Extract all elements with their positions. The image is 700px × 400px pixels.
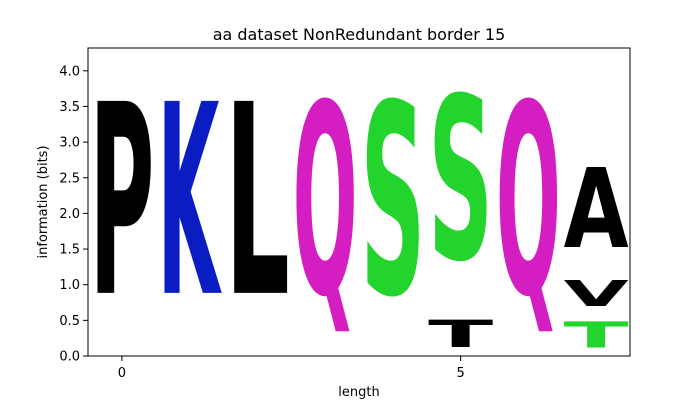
- chart-title: aa dataset NonRedundant border 15: [213, 25, 506, 44]
- y-tick-label: 4.0: [59, 64, 80, 79]
- plot-frame: [87, 47, 631, 357]
- y-tick-label: 0.0: [59, 350, 80, 365]
- x-tick-label: 5: [456, 366, 464, 381]
- y-tick-label: 3.5: [59, 100, 80, 115]
- logo-letter-q-pos6: Q: [496, 48, 561, 355]
- x-tick-label: 0: [118, 366, 126, 381]
- logo-letter-t-pos5: T: [428, 313, 494, 357]
- logo-letter-k-pos1: K: [157, 48, 222, 355]
- logo-letter-l-pos2: L: [225, 50, 290, 356]
- logo-letter-p-pos0: P: [89, 50, 154, 356]
- logo-letter-s-pos5: S: [428, 51, 493, 312]
- y-tick-label: 2.0: [59, 207, 80, 222]
- y-tick-label: 2.5: [59, 171, 80, 186]
- x-axis-label: length: [338, 385, 379, 400]
- y-tick-label: 1.0: [59, 278, 80, 293]
- letter-stack-layer: P K L Q S TS Q TVA: [89, 48, 629, 356]
- logo-letter-q-pos3: Q: [293, 48, 358, 355]
- y-axis-label: information (bits): [36, 145, 51, 258]
- logo-letter-s-pos4: S: [360, 49, 425, 355]
- logo-letter-a-pos7: A: [564, 146, 629, 274]
- y-axis-ticks: 0.0 0.5 1.0 1.5 2.0 2.5 3.0 3.5 4.0: [59, 64, 88, 365]
- y-tick-label: 0.5: [59, 314, 80, 329]
- logo-letter-t-pos7: T: [564, 315, 629, 356]
- logo-letter-v-pos7: V: [564, 274, 629, 315]
- y-tick-label: 3.0: [59, 136, 80, 151]
- y-tick-label: 1.5: [59, 243, 80, 258]
